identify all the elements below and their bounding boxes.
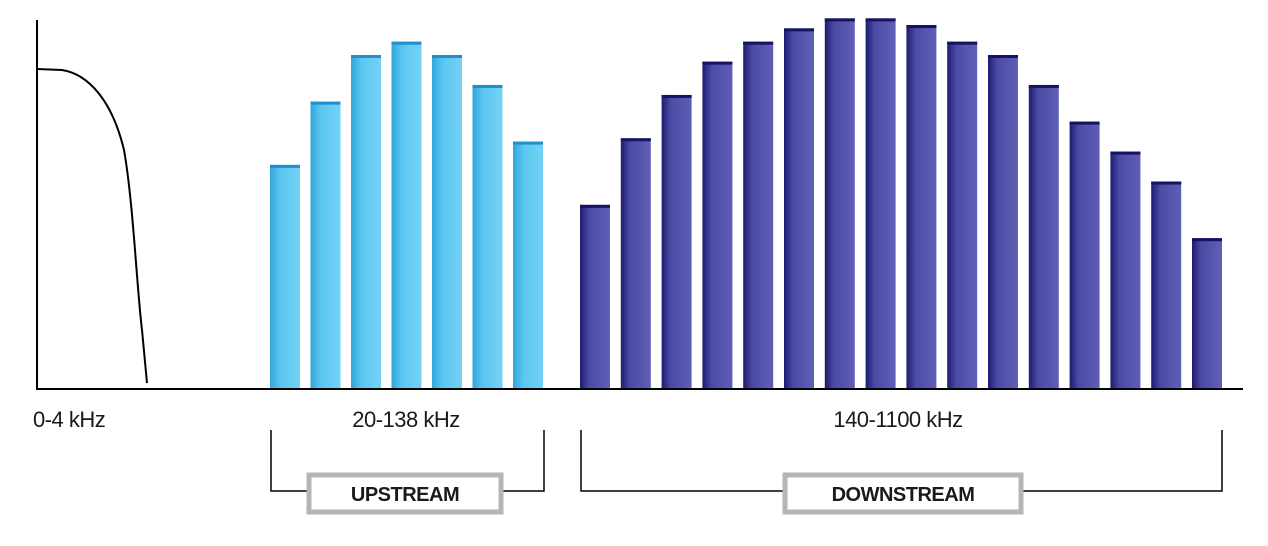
upstream-bar-5 (432, 55, 462, 388)
downstream-bar-8 (865, 18, 896, 389)
downstream-bar-7 (824, 18, 855, 389)
upstream-bar-7 (513, 141, 543, 388)
downstream-bar-13 (1069, 121, 1100, 388)
downstream-bar-cap-7 (824, 18, 855, 22)
upstream-bars (270, 41, 543, 389)
downstream-bar-cap-3 (661, 94, 692, 98)
downstream-bar-6 (784, 28, 814, 389)
downstream-bar-15 (1151, 181, 1182, 388)
upstream-bar-cap-7 (513, 141, 543, 145)
upstream-bar-cap-6 (472, 84, 503, 88)
upstream-bar-1 (270, 164, 300, 388)
upstream-bar-cap-1 (270, 164, 300, 168)
upstream-bar-2 (310, 101, 341, 389)
downstream-bar-4 (702, 61, 733, 388)
downstream-bar-cap-14 (1110, 151, 1141, 155)
downstream-bar-3 (661, 94, 692, 389)
downstream-bar-cap-11 (988, 55, 1018, 58)
upstream-bar-cap-3 (351, 55, 381, 58)
downstream-bar-12 (1028, 84, 1059, 388)
downstream-bar-cap-12 (1028, 84, 1059, 88)
downstream-bar-2 (620, 138, 651, 388)
downstream-bar-cap-1 (580, 204, 610, 208)
upstream-band-label: 20-138 kHz (352, 407, 460, 432)
downstream-bar-9 (906, 25, 937, 389)
upstream-bar-3 (351, 55, 381, 388)
downstream-bar-11 (988, 55, 1018, 388)
downstream-bar-16 (1192, 238, 1222, 388)
downstream-bar-cap-2 (620, 138, 651, 142)
downstream-label-box (782, 472, 1024, 515)
voice-band-label: 0-4 kHz (33, 407, 105, 432)
upstream-bar-cap-4 (391, 41, 422, 45)
downstream-bar-14 (1110, 151, 1141, 388)
downstream-box-label: DOWNSTREAM (832, 484, 975, 506)
voice-band-curve (36, 68, 148, 384)
downstream-bar-cap-9 (906, 25, 937, 29)
downstream-bar-5 (743, 41, 774, 389)
downstream-bar-cap-4 (702, 61, 733, 65)
upstream-bar-cap-5 (432, 55, 462, 58)
downstream-bar-cap-13 (1069, 121, 1100, 125)
upstream-box-label: UPSTREAM (351, 484, 459, 506)
upstream-bar-4 (391, 41, 422, 389)
downstream-bars (580, 18, 1222, 389)
upstream-bar-cap-2 (310, 101, 341, 105)
upstream-bar-6 (472, 84, 503, 388)
downstream-band-label: 140-1100 kHz (833, 407, 962, 432)
downstream-bar-1 (580, 204, 610, 388)
downstream-bar-cap-16 (1192, 238, 1222, 242)
upstream-label-box (306, 472, 504, 515)
downstream-bar-cap-8 (865, 18, 896, 22)
downstream-bar-cap-5 (743, 41, 774, 45)
downstream-bar-cap-6 (784, 28, 814, 32)
downstream-bar-10 (947, 41, 978, 389)
downstream-bar-cap-15 (1151, 181, 1182, 185)
downstream-bar-cap-10 (947, 41, 978, 45)
